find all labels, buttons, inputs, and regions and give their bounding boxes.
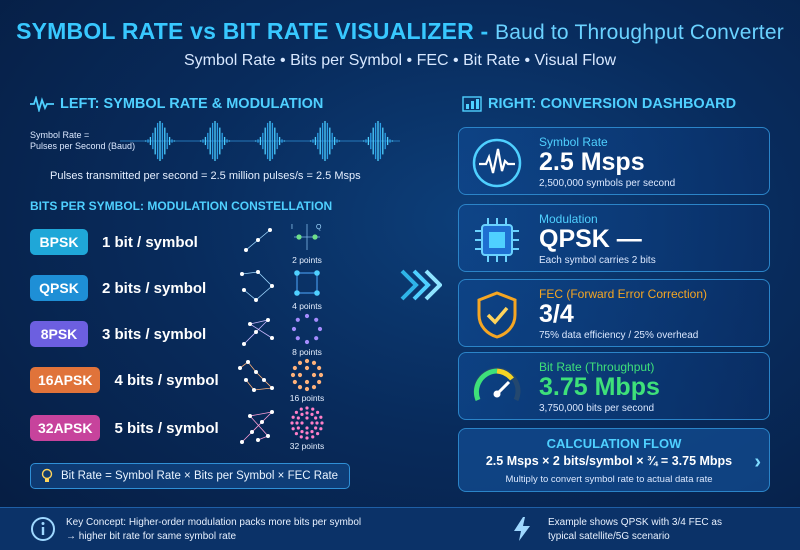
iq-q-label: Q xyxy=(316,224,322,231)
constellation-scatter xyxy=(244,228,272,252)
constellation-diagram xyxy=(294,270,320,296)
modulation-row: QPSK 2 bits / symbol xyxy=(30,272,230,304)
bits-per-symbol-text: 4 bits / symbol xyxy=(114,371,219,389)
symbol-pulse-waveform xyxy=(120,121,400,161)
constellation-scatter xyxy=(240,410,274,444)
modulation-badge: BPSK xyxy=(30,229,88,255)
calculation-flow-heading: CALCULATION FLOW xyxy=(546,436,682,451)
bits-per-symbol-text: 2 bits / symbol xyxy=(102,279,207,297)
example-line-1: Example shows QPSK with 3/4 FEC as xyxy=(548,517,722,528)
modulation-row: 16APSK 4 bits / symbol xyxy=(30,364,242,396)
constellation-points-label: 32 points xyxy=(289,441,325,451)
page-title: SYMBOL RATE vs BIT RATE VISUALIZER - Bau… xyxy=(0,18,800,45)
constellation-scatter xyxy=(238,360,274,392)
chip-icon xyxy=(475,218,519,262)
bits-per-symbol-heading: BITS PER SYMBOL: MODULATION CONSTELLATIO… xyxy=(30,199,333,213)
modulation-label: Modulation xyxy=(539,212,598,226)
bit-rate-formula-text: Bit Rate = Symbol Rate × Bits per Symbol… xyxy=(61,470,339,482)
bit-rate-label: Bit Rate (Throughput) xyxy=(539,360,655,374)
modulation-note: Each symbol carries 2 bits xyxy=(539,255,656,266)
chevron-right-icon[interactable]: › xyxy=(754,451,761,473)
iq-i-label: I xyxy=(291,224,293,231)
wave-label-line-1: Symbol Rate = xyxy=(30,130,90,140)
title-main: SYMBOL RATE vs BIT RATE VISUALIZER xyxy=(16,18,474,44)
right-section-heading: RIGHT: CONVERSION DASHBOARD xyxy=(462,96,736,112)
info-icon xyxy=(31,517,55,541)
modulation-badge: QPSK xyxy=(30,275,88,301)
constellation-points-label: 2 points xyxy=(292,255,322,265)
example-line-2: typical satellite/5G scenario xyxy=(548,531,670,542)
modulation-badge: 32APSK xyxy=(30,415,101,441)
bits-per-symbol-text: 3 bits / symbol xyxy=(102,325,207,343)
chevron-right-icon xyxy=(400,269,442,301)
symbol-rate-value: 2.5 Msps xyxy=(539,148,645,176)
lightning-icon xyxy=(514,517,530,541)
constellation-points-label: 4 points xyxy=(292,301,322,311)
example-text: Example shows QPSK with 3/4 FEC as typic… xyxy=(548,516,788,544)
modulation-badge: 8PSK xyxy=(30,321,88,347)
constellation-diagram xyxy=(290,406,324,440)
fec-note: 75% data efficiency / 25% overhead xyxy=(539,330,699,341)
constellation-scatter xyxy=(242,318,274,346)
bit-rate-note: 3,750,000 bits per second xyxy=(539,403,655,414)
footer-bar: Key Concept: Higher-order modulation pac… xyxy=(0,507,800,550)
fec-value: 3/4 xyxy=(539,300,574,328)
bit-rate-value: 3.75 Mbps xyxy=(539,373,660,401)
constellation-points-label: 8 points xyxy=(292,347,322,357)
fec-label: FEC (Forward Error Correction) xyxy=(539,287,708,301)
right-heading-text: RIGHT: CONVERSION DASHBOARD xyxy=(488,96,737,112)
constellation-points-label: 16 points xyxy=(289,393,325,403)
title-separator: - xyxy=(473,18,496,44)
calculation-note: Multiply to convert symbol rate to actua… xyxy=(505,474,713,485)
waveform-icon xyxy=(30,96,54,112)
modulation-card: Modulation QPSK — Each symbol carries 2 … xyxy=(458,204,770,272)
bit-rate-formula: Bit Rate = Symbol Rate × Bits per Symbol… xyxy=(30,463,350,489)
title-sub: Baud to Throughput Converter xyxy=(495,21,784,44)
modulation-badge: 16APSK xyxy=(30,367,101,393)
key-concept-line-2: → higher bit rate for same symbol rate xyxy=(66,531,237,542)
modulation-row: 8PSK 3 bits / symbol xyxy=(30,318,230,350)
wave-label-line-2: Pulses per Second (Baud) xyxy=(30,141,136,151)
page-subtitle: Symbol Rate • Bits per Symbol • FEC • Bi… xyxy=(183,52,617,69)
shield-check-icon xyxy=(477,291,517,339)
lightbulb-icon xyxy=(41,468,53,482)
modulation-value: QPSK — xyxy=(539,225,642,253)
calculation-formula: 2.5 Msps × 2 bits/symbol × ¾ = 3.75 Mbps xyxy=(485,454,733,468)
constellation-diagram xyxy=(290,358,324,392)
symbol-rate-card: Symbol Rate 2.5 Msps 2,500,000 symbols p… xyxy=(458,127,770,195)
modulation-row: BPSK 1 bit / symbol xyxy=(30,226,230,258)
bits-per-symbol-text: 1 bit / symbol xyxy=(102,233,198,251)
symbol-rate-label: Symbol Rate xyxy=(539,135,608,149)
wave-label: Symbol Rate = Pulses per Second (Baud) xyxy=(30,130,140,152)
constellation-diagram xyxy=(291,313,323,345)
left-heading-text: LEFT: SYMBOL RATE & MODULATION xyxy=(60,96,324,112)
calculation-flow-panel: CALCULATION FLOW 2.5 Msps × 2 bits/symbo… xyxy=(458,428,770,492)
bit-rate-card: Bit Rate (Throughput) 3.75 Mbps 3,750,00… xyxy=(458,352,770,420)
symbol-rate-note: 2,500,000 symbols per second xyxy=(539,178,676,189)
key-concept-text: Key Concept: Higher-order modulation pac… xyxy=(66,516,406,544)
constellation-scatter xyxy=(240,270,274,302)
bar-chart-icon xyxy=(462,96,482,112)
pulse-icon xyxy=(472,138,522,188)
modulation-row: 32APSK 5 bits / symbol xyxy=(30,412,242,444)
bits-per-symbol-text: 5 bits / symbol xyxy=(114,419,219,437)
pulses-description: Pulses transmitted per second = 2.5 mill… xyxy=(50,170,361,182)
fec-card: FEC (Forward Error Correction) 3/4 75% d… xyxy=(458,279,770,347)
key-concept-line-1: Key Concept: Higher-order modulation pac… xyxy=(66,517,362,528)
left-section-heading: LEFT: SYMBOL RATE & MODULATION xyxy=(30,96,323,112)
gauge-icon xyxy=(473,367,521,402)
